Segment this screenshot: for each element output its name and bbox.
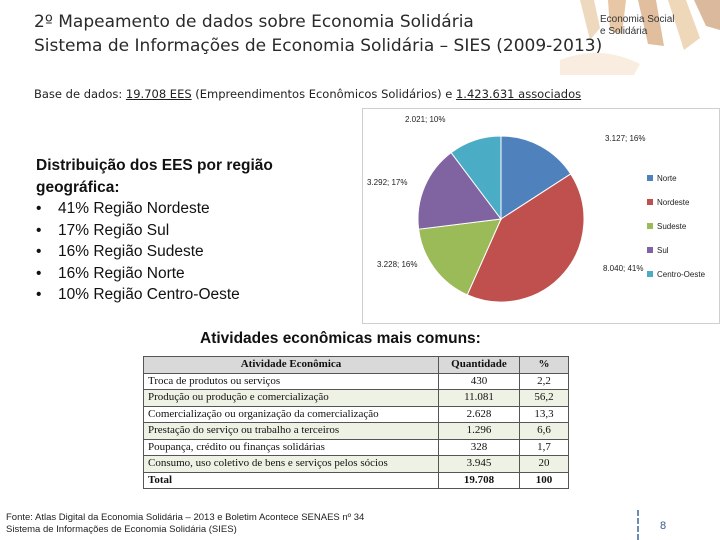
percent-cell: 20 bbox=[519, 455, 569, 473]
brand-line-1: Economia Social bbox=[600, 14, 675, 25]
list-item: 16% Região Sudeste bbox=[36, 241, 336, 263]
column-header: Atividade Econômica bbox=[143, 356, 439, 374]
table-row: Produção ou produção e comercialização 1… bbox=[143, 389, 569, 407]
ees-description: (Empreendimentos Econômicos Solidários) … bbox=[191, 87, 456, 101]
footer-line-1: Fonte: Atlas Digital da Economia Solidár… bbox=[6, 512, 365, 523]
pie-slice-sudeste bbox=[418, 218, 502, 296]
legend-swatch bbox=[647, 271, 653, 277]
list-item: 17% Região Sul bbox=[36, 220, 336, 242]
legend-swatch bbox=[647, 247, 653, 253]
table-header-row: Atividade Econômica Quantidade % bbox=[143, 356, 569, 374]
legend-label: Norte bbox=[657, 174, 677, 183]
base-prefix: Base de dados: bbox=[34, 87, 126, 101]
hands-decoration bbox=[560, 0, 720, 75]
pie-slice-centro-oeste bbox=[450, 135, 502, 221]
quantity-cell: 2.628 bbox=[438, 405, 520, 423]
activities-heading: Atividades econômicas mais comuns: bbox=[200, 330, 481, 347]
percent-cell: 6,6 bbox=[519, 422, 569, 440]
legend-label: Sudeste bbox=[657, 222, 687, 231]
legend-label: Sul bbox=[657, 246, 669, 255]
quantity-cell: 3.945 bbox=[438, 455, 520, 473]
pie-data-label: 8.040; 41% bbox=[603, 264, 643, 273]
activity-cell: Prestação do serviço ou trabalho a terce… bbox=[143, 422, 439, 440]
legend-label: Centro-Oeste bbox=[657, 270, 706, 279]
table-row: Troca de produtos ou serviços 430 2,2 bbox=[143, 372, 569, 390]
percent-cell: 56,2 bbox=[519, 389, 569, 407]
pie-data-label: 3.127; 16% bbox=[605, 134, 645, 143]
pie-slice-norte bbox=[500, 135, 572, 220]
activity-cell: Produção ou produção e comercialização bbox=[143, 389, 439, 407]
activity-cell: Poupança, crédito ou finanças solidárias bbox=[143, 438, 439, 456]
column-header: Quantidade bbox=[438, 356, 520, 374]
brand-label: Economia Social e Solidária bbox=[600, 14, 674, 38]
title-line-1: 2º Mapeamento de dados sobre Economia So… bbox=[34, 12, 474, 32]
table-row: Prestação do serviço ou trabalho a terce… bbox=[143, 422, 569, 440]
table-row: Poupança, crédito ou finanças solidárias… bbox=[143, 438, 569, 456]
activities-table: Atividade Econômica Quantidade % Troca d… bbox=[143, 356, 569, 489]
list-item: 41% Região Nordeste bbox=[36, 198, 336, 220]
table-total-row: Total 19.708 100 bbox=[143, 471, 569, 489]
total-quantity-cell: 19.708 bbox=[438, 471, 520, 489]
associates-count: 1.423.631 associados bbox=[455, 87, 582, 101]
pie-slice-sul bbox=[417, 151, 502, 230]
quantity-cell: 328 bbox=[438, 438, 520, 456]
legend-swatch bbox=[647, 175, 653, 181]
legend-swatch bbox=[647, 223, 653, 229]
pie-data-label: 3.228; 16% bbox=[377, 260, 417, 269]
page-title: 2º Mapeamento de dados sobre Economia So… bbox=[34, 10, 602, 58]
pie-chart: 3.127; 16% 8.040; 41% 3.228; 16% 3.292; 17%… bbox=[367, 115, 706, 303]
legend-swatch bbox=[647, 199, 653, 205]
ees-count: 19.708 EES bbox=[125, 87, 192, 101]
quantity-cell: 11.081 bbox=[438, 389, 520, 407]
footer-source: Fonte: Atlas Digital da Economia Solidár… bbox=[6, 512, 364, 536]
percent-cell: 1,7 bbox=[519, 438, 569, 456]
total-label-cell: Total bbox=[143, 471, 439, 489]
list-item: 16% Região Norte bbox=[36, 263, 336, 285]
page-number: 8 bbox=[660, 520, 667, 532]
legend-label: Nordeste bbox=[657, 198, 690, 207]
distribution-heading: Distribuição dos EES por região geográfi… bbox=[36, 157, 273, 196]
activity-cell: Comercialização ou organização da comerc… bbox=[143, 405, 439, 423]
quantity-cell: 430 bbox=[438, 372, 520, 390]
pie-data-label: 3.292; 17% bbox=[367, 178, 407, 187]
table-row: Consumo, uso coletivo de bens e serviços… bbox=[143, 455, 569, 473]
footer-line-2: Sistema de Informações de Economia Solid… bbox=[6, 524, 237, 535]
brand-line-2: e Solidária bbox=[600, 26, 648, 37]
pie-chart-panel: 3.127; 16% 8.040; 41% 3.228; 16% 3.292; 17%… bbox=[362, 108, 720, 324]
percent-cell: 13,3 bbox=[519, 405, 569, 423]
list-item: 10% Região Centro-Oeste bbox=[36, 284, 336, 306]
activity-cell: Consumo, uso coletivo de bens e serviços… bbox=[143, 455, 439, 473]
activity-cell: Troca de produtos ou serviços bbox=[143, 372, 439, 390]
pie-slice-nordeste bbox=[466, 173, 585, 303]
percent-cell: 2,2 bbox=[519, 372, 569, 390]
title-line-2: Sistema de Informações de Economia Solid… bbox=[34, 36, 603, 56]
pie-data-label: 2.021; 10% bbox=[405, 115, 445, 124]
database-summary: Base de dados: 19.708 EES (Empreendiment… bbox=[34, 87, 581, 101]
column-header: % bbox=[519, 356, 569, 374]
total-percent-cell: 100 bbox=[519, 471, 569, 489]
distribution-list: 41% Região Nordeste 17% Região Sul 16% R… bbox=[36, 198, 336, 306]
quantity-cell: 1.296 bbox=[438, 422, 520, 440]
footer-separator bbox=[637, 510, 639, 540]
table-row: Comercialização ou organização da comerc… bbox=[143, 405, 569, 423]
region-distribution: Distribuição dos EES por região geográfi… bbox=[36, 155, 336, 306]
